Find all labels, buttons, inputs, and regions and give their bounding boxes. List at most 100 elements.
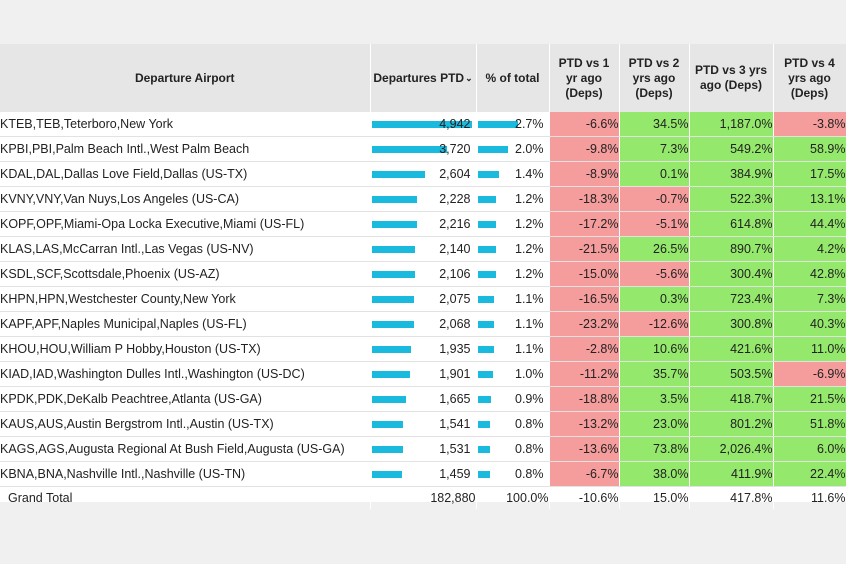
table-row[interactable]: KDAL,DAL,Dallas Love Field,Dallas (US-TX…	[0, 161, 846, 187]
ptd-vs3-cell: 1,187.0%	[689, 112, 774, 137]
col-header-ptd-vs-2yrs[interactable]: PTD vs 2 yrs ago (Deps)	[619, 44, 690, 112]
pct-total-value: 1.2%	[515, 267, 544, 281]
grand-total-departures: 182,880	[370, 486, 477, 509]
ptd-vs1-cell: -9.8%	[549, 136, 620, 162]
ptd-vs3-cell: 503.5%	[689, 361, 774, 387]
table-row[interactable]: KIAD,IAD,Washington Dulles Intl.,Washing…	[0, 361, 846, 387]
ptd-vs4-cell: -3.8%	[773, 112, 846, 137]
departures-bar	[371, 446, 403, 453]
ptd-vs4-cell: 40.3%	[773, 311, 846, 337]
pct-total-bar	[477, 321, 494, 328]
table-row[interactable]: KTEB,TEB,Teterboro,New York 4,942 2.7% -6.6…	[0, 112, 846, 137]
airport-cell: KLAS,LAS,McCarran Intl.,Las Vegas (US-NV…	[0, 236, 371, 262]
ptd-vs3-cell: 614.8%	[689, 211, 774, 237]
pct-total-value: 2.0%	[515, 142, 544, 156]
col-header-ptd-vs-1yr[interactable]: PTD vs 1 yr ago (Deps)	[549, 44, 620, 112]
col-header-ptd-vs-4yrs[interactable]: PTD vs 4 yrs ago (Deps)	[773, 44, 846, 112]
ptd-vs4-cell: 51.8%	[773, 411, 846, 437]
airport-cell: KPDK,PDK,DeKalb Peachtree,Atlanta (US-GA…	[0, 386, 371, 412]
ptd-vs2-cell: 0.3%	[619, 286, 690, 312]
ptd-vs3-cell: 2,026.4%	[689, 436, 774, 462]
table-row[interactable]: KPDK,PDK,DeKalb Peachtree,Atlanta (US-GA…	[0, 386, 846, 412]
airport-cell: KAGS,AGS,Augusta Regional At Bush Field,…	[0, 436, 371, 462]
pct-total-value: 1.2%	[515, 242, 544, 256]
pct-total-value: 0.9%	[515, 392, 544, 406]
departures-bar	[371, 371, 410, 378]
ptd-vs2-cell: -5.6%	[619, 261, 690, 287]
ptd-vs2-cell: 23.0%	[619, 411, 690, 437]
table-row[interactable]: KBNA,BNA,Nashville Intl.,Nashville (US-T…	[0, 461, 846, 487]
grand-total-vs1: -10.6%	[549, 486, 620, 509]
col-header-departures-label: Departures PTD	[373, 70, 465, 85]
pct-total-cell: 1.1%	[476, 336, 550, 362]
airport-cell: KAPF,APF,Naples Municipal,Naples (US-FL)	[0, 311, 371, 337]
table-row[interactable]: KHPN,HPN,Westchester County,New York 2,07…	[0, 286, 846, 312]
table-row[interactable]: KAGS,AGS,Augusta Regional At Bush Field,…	[0, 436, 846, 462]
pct-total-cell: 2.0%	[476, 136, 550, 162]
grand-total-vs2: 15.0%	[619, 486, 690, 509]
ptd-vs4-cell: 58.9%	[773, 136, 846, 162]
ptd-vs4-cell: 6.0%	[773, 436, 846, 462]
ptd-vs1-cell: -15.0%	[549, 261, 620, 287]
departures-bar	[371, 321, 414, 328]
table-row[interactable]: KAPF,APF,Naples Municipal,Naples (US-FL)…	[0, 311, 846, 337]
departures-cell: 1,459	[370, 461, 477, 487]
pct-total-bar	[477, 296, 494, 303]
table-row[interactable]: KHOU,HOU,William P Hobby,Houston (US-TX)…	[0, 336, 846, 362]
ptd-vs4-cell: 17.5%	[773, 161, 846, 187]
ptd-vs4-cell: 4.2%	[773, 236, 846, 262]
departures-value: 1,665	[439, 392, 471, 406]
pct-total-value: 1.1%	[515, 317, 544, 331]
ptd-vs4-cell: 42.8%	[773, 261, 846, 287]
table-row[interactable]: KPBI,PBI,Palm Beach Intl.,West Palm Beac…	[0, 136, 846, 162]
pct-total-bar	[477, 271, 496, 278]
pct-total-value: 2.7%	[515, 117, 544, 131]
departures-value: 2,140	[439, 242, 471, 256]
airport-cell: KPBI,PBI,Palm Beach Intl.,West Palm Beac…	[0, 136, 371, 162]
ptd-vs4-cell: 7.3%	[773, 286, 846, 312]
ptd-vs3-cell: 723.4%	[689, 286, 774, 312]
ptd-vs2-cell: 3.5%	[619, 386, 690, 412]
ptd-vs1-cell: -6.6%	[549, 112, 620, 137]
pct-total-cell: 1.2%	[476, 186, 550, 212]
airport-cell: KTEB,TEB,Teterboro,New York	[0, 112, 371, 137]
col-header-departure-airport[interactable]: Departure Airport	[0, 44, 371, 112]
pct-total-cell: 1.0%	[476, 361, 550, 387]
col-header-ptd-vs-3yrs[interactable]: PTD vs 3 yrs ago (Deps)	[689, 44, 774, 112]
table-row[interactable]: KLAS,LAS,McCarran Intl.,Las Vegas (US-NV…	[0, 236, 846, 262]
departures-value: 2,604	[439, 167, 471, 181]
departures-cell: 1,665	[370, 386, 477, 412]
pct-total-bar	[477, 346, 494, 353]
ptd-vs2-cell: 73.8%	[619, 436, 690, 462]
departures-table: Departure Airport Departures PTD⌄ % of t…	[0, 44, 846, 509]
pct-total-bar	[477, 196, 496, 203]
ptd-vs1-cell: -18.8%	[549, 386, 620, 412]
departures-value: 1,459	[439, 467, 471, 481]
ptd-vs2-cell: -0.7%	[619, 186, 690, 212]
pct-total-value: 1.4%	[515, 167, 544, 181]
ptd-vs3-cell: 300.4%	[689, 261, 774, 287]
pct-total-cell: 0.8%	[476, 411, 550, 437]
pct-total-value: 1.2%	[515, 192, 544, 206]
header-row: Departure Airport Departures PTD⌄ % of t…	[0, 44, 846, 112]
table-row[interactable]: KVNY,VNY,Van Nuys,Los Angeles (US-CA) 2,2…	[0, 186, 846, 212]
departures-bar	[371, 246, 415, 253]
departures-bar	[371, 396, 406, 403]
ptd-vs1-cell: -13.2%	[549, 411, 620, 437]
table-row[interactable]: KSDL,SCF,Scottsdale,Phoenix (US-AZ) 2,106…	[0, 261, 846, 287]
col-header-pct-total[interactable]: % of total	[476, 44, 550, 112]
pct-total-cell: 2.7%	[476, 112, 550, 137]
chevron-down-icon[interactable]: ⌄	[465, 72, 473, 83]
departures-cell: 1,935	[370, 336, 477, 362]
pct-total-cell: 1.2%	[476, 236, 550, 262]
departures-bar	[371, 146, 447, 153]
pct-total-bar	[477, 121, 518, 128]
grand-total-row: Grand Total 182,880 100.0% -10.6% 15.0% …	[0, 486, 846, 509]
col-header-departures-ptd[interactable]: Departures PTD⌄	[370, 44, 477, 112]
ptd-vs1-cell: -21.5%	[549, 236, 620, 262]
airport-cell: KSDL,SCF,Scottsdale,Phoenix (US-AZ)	[0, 261, 371, 287]
table-row[interactable]: KOPF,OPF,Miami-Opa Locka Executive,Miami…	[0, 211, 846, 237]
table-row[interactable]: KAUS,AUS,Austin Bergstrom Intl.,Austin (…	[0, 411, 846, 437]
ptd-vs2-cell: 35.7%	[619, 361, 690, 387]
pct-total-cell: 1.2%	[476, 261, 550, 287]
